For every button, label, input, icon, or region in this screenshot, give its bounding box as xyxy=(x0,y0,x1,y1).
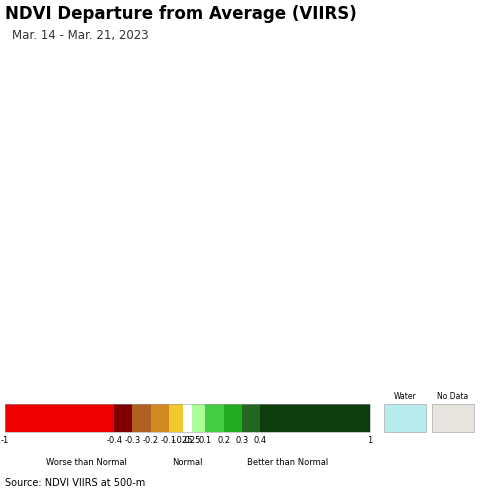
Bar xyxy=(5,404,370,432)
Text: 0.4: 0.4 xyxy=(253,435,267,444)
Text: Source: NDVI VIIRS at 500-m: Source: NDVI VIIRS at 500-m xyxy=(5,477,145,487)
Bar xyxy=(114,404,132,432)
Text: No Data: No Data xyxy=(437,392,469,401)
Bar xyxy=(432,404,474,432)
Bar xyxy=(169,404,182,432)
Text: Mar. 14 - Mar. 21, 2023: Mar. 14 - Mar. 21, 2023 xyxy=(12,30,149,42)
Text: 0.3: 0.3 xyxy=(235,435,249,444)
Bar xyxy=(205,404,224,432)
Text: 1: 1 xyxy=(367,435,372,444)
Text: -1: -1 xyxy=(0,435,9,444)
Bar xyxy=(384,404,426,432)
Bar xyxy=(182,404,192,432)
Text: 0.2: 0.2 xyxy=(217,435,230,444)
Text: Better than Normal: Better than Normal xyxy=(247,457,328,466)
Text: NDVI Departure from Average (VIIRS): NDVI Departure from Average (VIIRS) xyxy=(5,6,357,23)
Bar xyxy=(151,404,169,432)
Text: Water: Water xyxy=(394,392,417,401)
Bar xyxy=(224,404,242,432)
Text: 0.1: 0.1 xyxy=(199,435,212,444)
Bar xyxy=(260,404,370,432)
Text: Normal: Normal xyxy=(172,457,203,466)
Text: -0.2: -0.2 xyxy=(143,435,159,444)
Text: -0.4: -0.4 xyxy=(106,435,122,444)
Text: -.025: -.025 xyxy=(172,435,193,444)
Text: .025: .025 xyxy=(182,435,201,444)
Bar xyxy=(242,404,260,432)
Text: -0.1: -0.1 xyxy=(161,435,177,444)
Bar xyxy=(5,404,114,432)
Text: Worse than Normal: Worse than Normal xyxy=(47,457,127,466)
Text: -0.3: -0.3 xyxy=(124,435,141,444)
Bar xyxy=(192,404,205,432)
Bar xyxy=(132,404,151,432)
